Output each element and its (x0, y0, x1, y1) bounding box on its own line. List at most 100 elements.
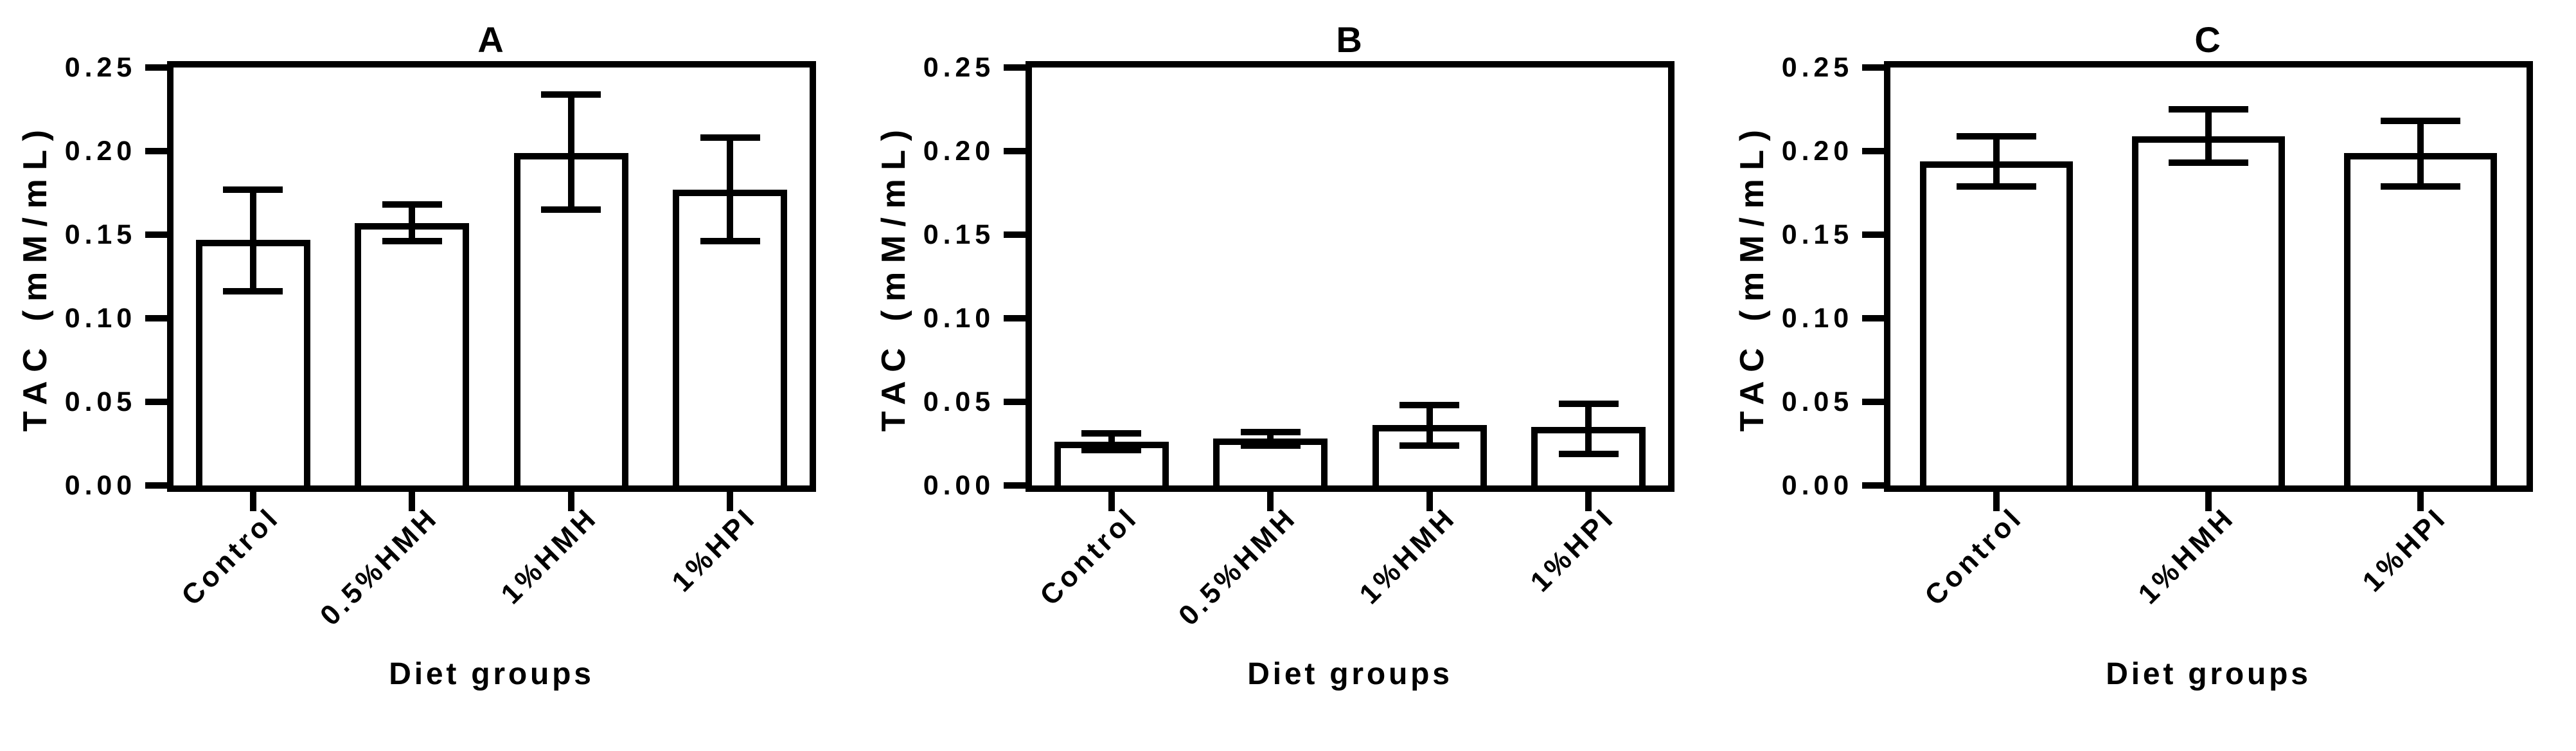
y-tick (145, 399, 167, 405)
panel-title: B (1336, 19, 1364, 60)
bar (355, 222, 470, 485)
error-bar-cap-bottom (1240, 442, 1301, 449)
error-bar-line (249, 189, 256, 292)
y-tick (1862, 482, 1884, 489)
y-tick (1004, 148, 1026, 154)
error-bar-line (1426, 405, 1433, 446)
error-bar-cap-bottom (382, 238, 442, 245)
error-bar-cap-top (700, 134, 760, 141)
error-bar-cap-bottom (700, 238, 760, 245)
y-tick-label: 0.00 (923, 470, 995, 501)
error-bar-cap-top (382, 201, 442, 208)
x-tick (409, 492, 416, 511)
error-bar-line (1585, 403, 1592, 454)
x-tick (727, 492, 734, 511)
error-bar-cap-bottom (2169, 159, 2248, 167)
error-bar-cap-top (541, 91, 601, 98)
y-axis-title: TAC (mM/mL) (1734, 121, 1771, 432)
error-bar-line (409, 204, 416, 242)
bar (1920, 161, 2073, 485)
y-tick-label: 0.15 (64, 219, 136, 250)
panel-title: A (477, 19, 506, 60)
y-tick (145, 64, 167, 71)
y-tick (145, 315, 167, 321)
bar (2344, 152, 2497, 485)
chart-panel-b: B TAC (mM/mL) 0.00 0.05 0.10 0.15 0.20 0.25 C… (858, 0, 1717, 730)
y-tick-label: 0.00 (64, 470, 136, 501)
error-bar-cap-top (1240, 428, 1301, 435)
y-tick-label: 0.00 (1781, 470, 1853, 501)
y-axis-title: TAC (mM/mL) (17, 121, 54, 432)
y-tick (1004, 399, 1026, 405)
x-tick (249, 492, 256, 511)
bars-layer (173, 68, 810, 485)
y-tick (1004, 482, 1026, 489)
y-tick (1004, 231, 1026, 238)
error-bar-cap-bottom (1081, 447, 1142, 454)
x-tick (1108, 492, 1115, 511)
y-tick-label: 0.05 (923, 386, 995, 417)
x-tick (2417, 492, 2424, 511)
figure: A TAC (mM/mL) 0.00 0.05 0.10 0.15 0.20 0.25 C… (0, 0, 2575, 730)
y-tick-label: 0.05 (1781, 386, 1853, 417)
y-tick-label: 0.20 (923, 136, 995, 167)
bar (2132, 136, 2285, 485)
y-tick (145, 148, 167, 154)
chart-panel-c: C TAC (mM/mL) 0.00 0.05 0.10 0.15 0.20 0.25 C… (1717, 0, 2575, 730)
x-category-label: 1%HPI (2356, 501, 2453, 599)
plot-area (167, 61, 816, 492)
error-bar-cap-top (1957, 132, 2036, 140)
x-axis-title: Diet groups (2106, 657, 2311, 691)
x-tick (567, 492, 574, 511)
error-bar-line (727, 138, 734, 242)
x-tick (1993, 492, 2000, 511)
error-bar-line (567, 94, 574, 210)
y-tick (145, 231, 167, 238)
error-bar-cap-bottom (223, 288, 283, 295)
y-tick (1862, 315, 1884, 321)
x-axis-title: Diet groups (1247, 657, 1453, 691)
y-tick-label: 0.25 (1781, 52, 1853, 83)
plot-area (1026, 61, 1674, 492)
error-bar-cap-top (1399, 402, 1460, 409)
y-tick-label: 0.10 (1781, 303, 1853, 334)
x-tick (2205, 492, 2212, 511)
plot-area (1884, 61, 2533, 492)
bar (1213, 439, 1328, 485)
y-tick-label: 0.10 (64, 303, 136, 334)
y-tick (1862, 399, 1884, 405)
bars-layer (1890, 68, 2527, 485)
x-tick (1585, 492, 1592, 511)
error-bar-cap-top (2169, 106, 2248, 113)
x-tick (1426, 492, 1433, 511)
y-tick-label: 0.15 (1781, 219, 1853, 250)
panel-title: C (2194, 19, 2223, 60)
y-tick-label: 0.25 (923, 52, 995, 83)
error-bar-line (2417, 121, 2424, 186)
error-bar-cap-bottom (1558, 450, 1619, 457)
error-bar-cap-bottom (2381, 183, 2460, 190)
y-tick-label: 0.10 (923, 303, 995, 334)
y-tick (1004, 64, 1026, 71)
error-bar-line (2205, 109, 2212, 163)
x-tick (1267, 492, 1274, 511)
y-tick (1004, 315, 1026, 321)
chart-panel-a: A TAC (mM/mL) 0.00 0.05 0.10 0.15 0.20 0.25 C… (0, 0, 858, 730)
y-tick (1862, 231, 1884, 238)
error-bar-cap-top (2381, 118, 2460, 125)
y-tick-label: 0.20 (64, 136, 136, 167)
error-bar-cap-bottom (1957, 183, 2036, 190)
y-tick (1862, 148, 1884, 154)
y-tick-label: 0.15 (923, 219, 995, 250)
x-category-label: Control (1919, 501, 2029, 612)
error-bar-line (1993, 136, 2000, 186)
y-axis-title: TAC (mM/mL) (875, 121, 912, 432)
error-bar-cap-bottom (1399, 442, 1460, 449)
error-bar-cap-top (223, 186, 283, 193)
y-tick-label: 0.25 (64, 52, 136, 83)
y-tick (145, 482, 167, 489)
y-tick-label: 0.20 (1781, 136, 1853, 167)
error-bar-cap-top (1558, 400, 1619, 407)
x-category-label: 1%HMH (2132, 501, 2241, 611)
error-bar-cap-top (1081, 430, 1142, 437)
